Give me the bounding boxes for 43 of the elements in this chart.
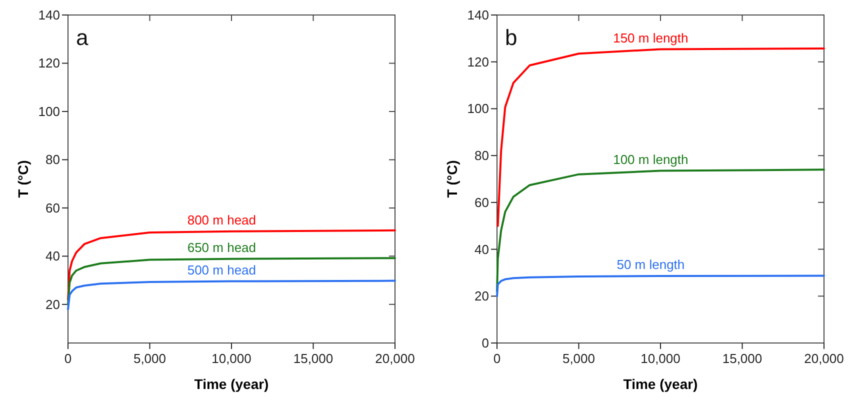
y-tick-label: 0: [482, 336, 489, 350]
series-label: 100 m length: [613, 152, 688, 168]
text: a: [76, 25, 89, 50]
y-tick-label: 80: [474, 148, 489, 164]
y-axis-title: T (°C): [15, 160, 31, 198]
y-axis-title: T (°C): [444, 160, 460, 198]
x-tick-label: 10,000: [212, 351, 252, 366]
line-series: [496, 274, 825, 298]
y-tick-label: 40: [46, 248, 60, 264]
y-tick-label: 80: [46, 152, 60, 168]
series-label: 500 m head: [187, 262, 256, 278]
x-tick-label: 0: [493, 351, 501, 366]
line-series: [67, 229, 396, 301]
x-tick-label: 5,000: [133, 351, 166, 366]
y-tick-label: 40: [474, 242, 489, 257]
x-tick-label: 10,000: [640, 351, 680, 366]
line-series: [496, 168, 825, 292]
x-tick-label: 20,000: [375, 351, 415, 366]
series-label: 650 m head: [187, 240, 256, 255]
x-axis-title: Time (year): [623, 376, 698, 392]
y-tick-label: 100: [467, 101, 489, 116]
y-tick-label: 60: [46, 200, 60, 216]
y-tick-label: 120: [467, 54, 489, 70]
x-tick-label: 0: [64, 351, 72, 366]
series-label: 50 m length: [616, 257, 685, 272]
x-axis-title: Time (year): [194, 376, 269, 392]
y-tick-label: 20: [474, 288, 489, 304]
y-tick-label: 60: [474, 194, 489, 210]
text: b: [505, 25, 518, 50]
y-tick-label: 120: [38, 56, 60, 71]
x-tick-label: 5,000: [562, 351, 596, 366]
x-tick-label: 15,000: [293, 351, 334, 366]
line-series: [67, 257, 396, 306]
y-tick-label: 140: [38, 8, 60, 22]
line-series: [496, 48, 825, 227]
x-tick-label: 15,000: [722, 351, 762, 366]
y-tick-label: 100: [38, 104, 60, 119]
x-tick-label: 20,000: [804, 351, 844, 366]
series-label: 150 m length: [613, 30, 688, 46]
series-label: 800 m head: [187, 212, 256, 228]
y-tick-label: 20: [46, 296, 60, 312]
line-series: [67, 280, 396, 310]
y-tick-label: 140: [467, 8, 489, 22]
